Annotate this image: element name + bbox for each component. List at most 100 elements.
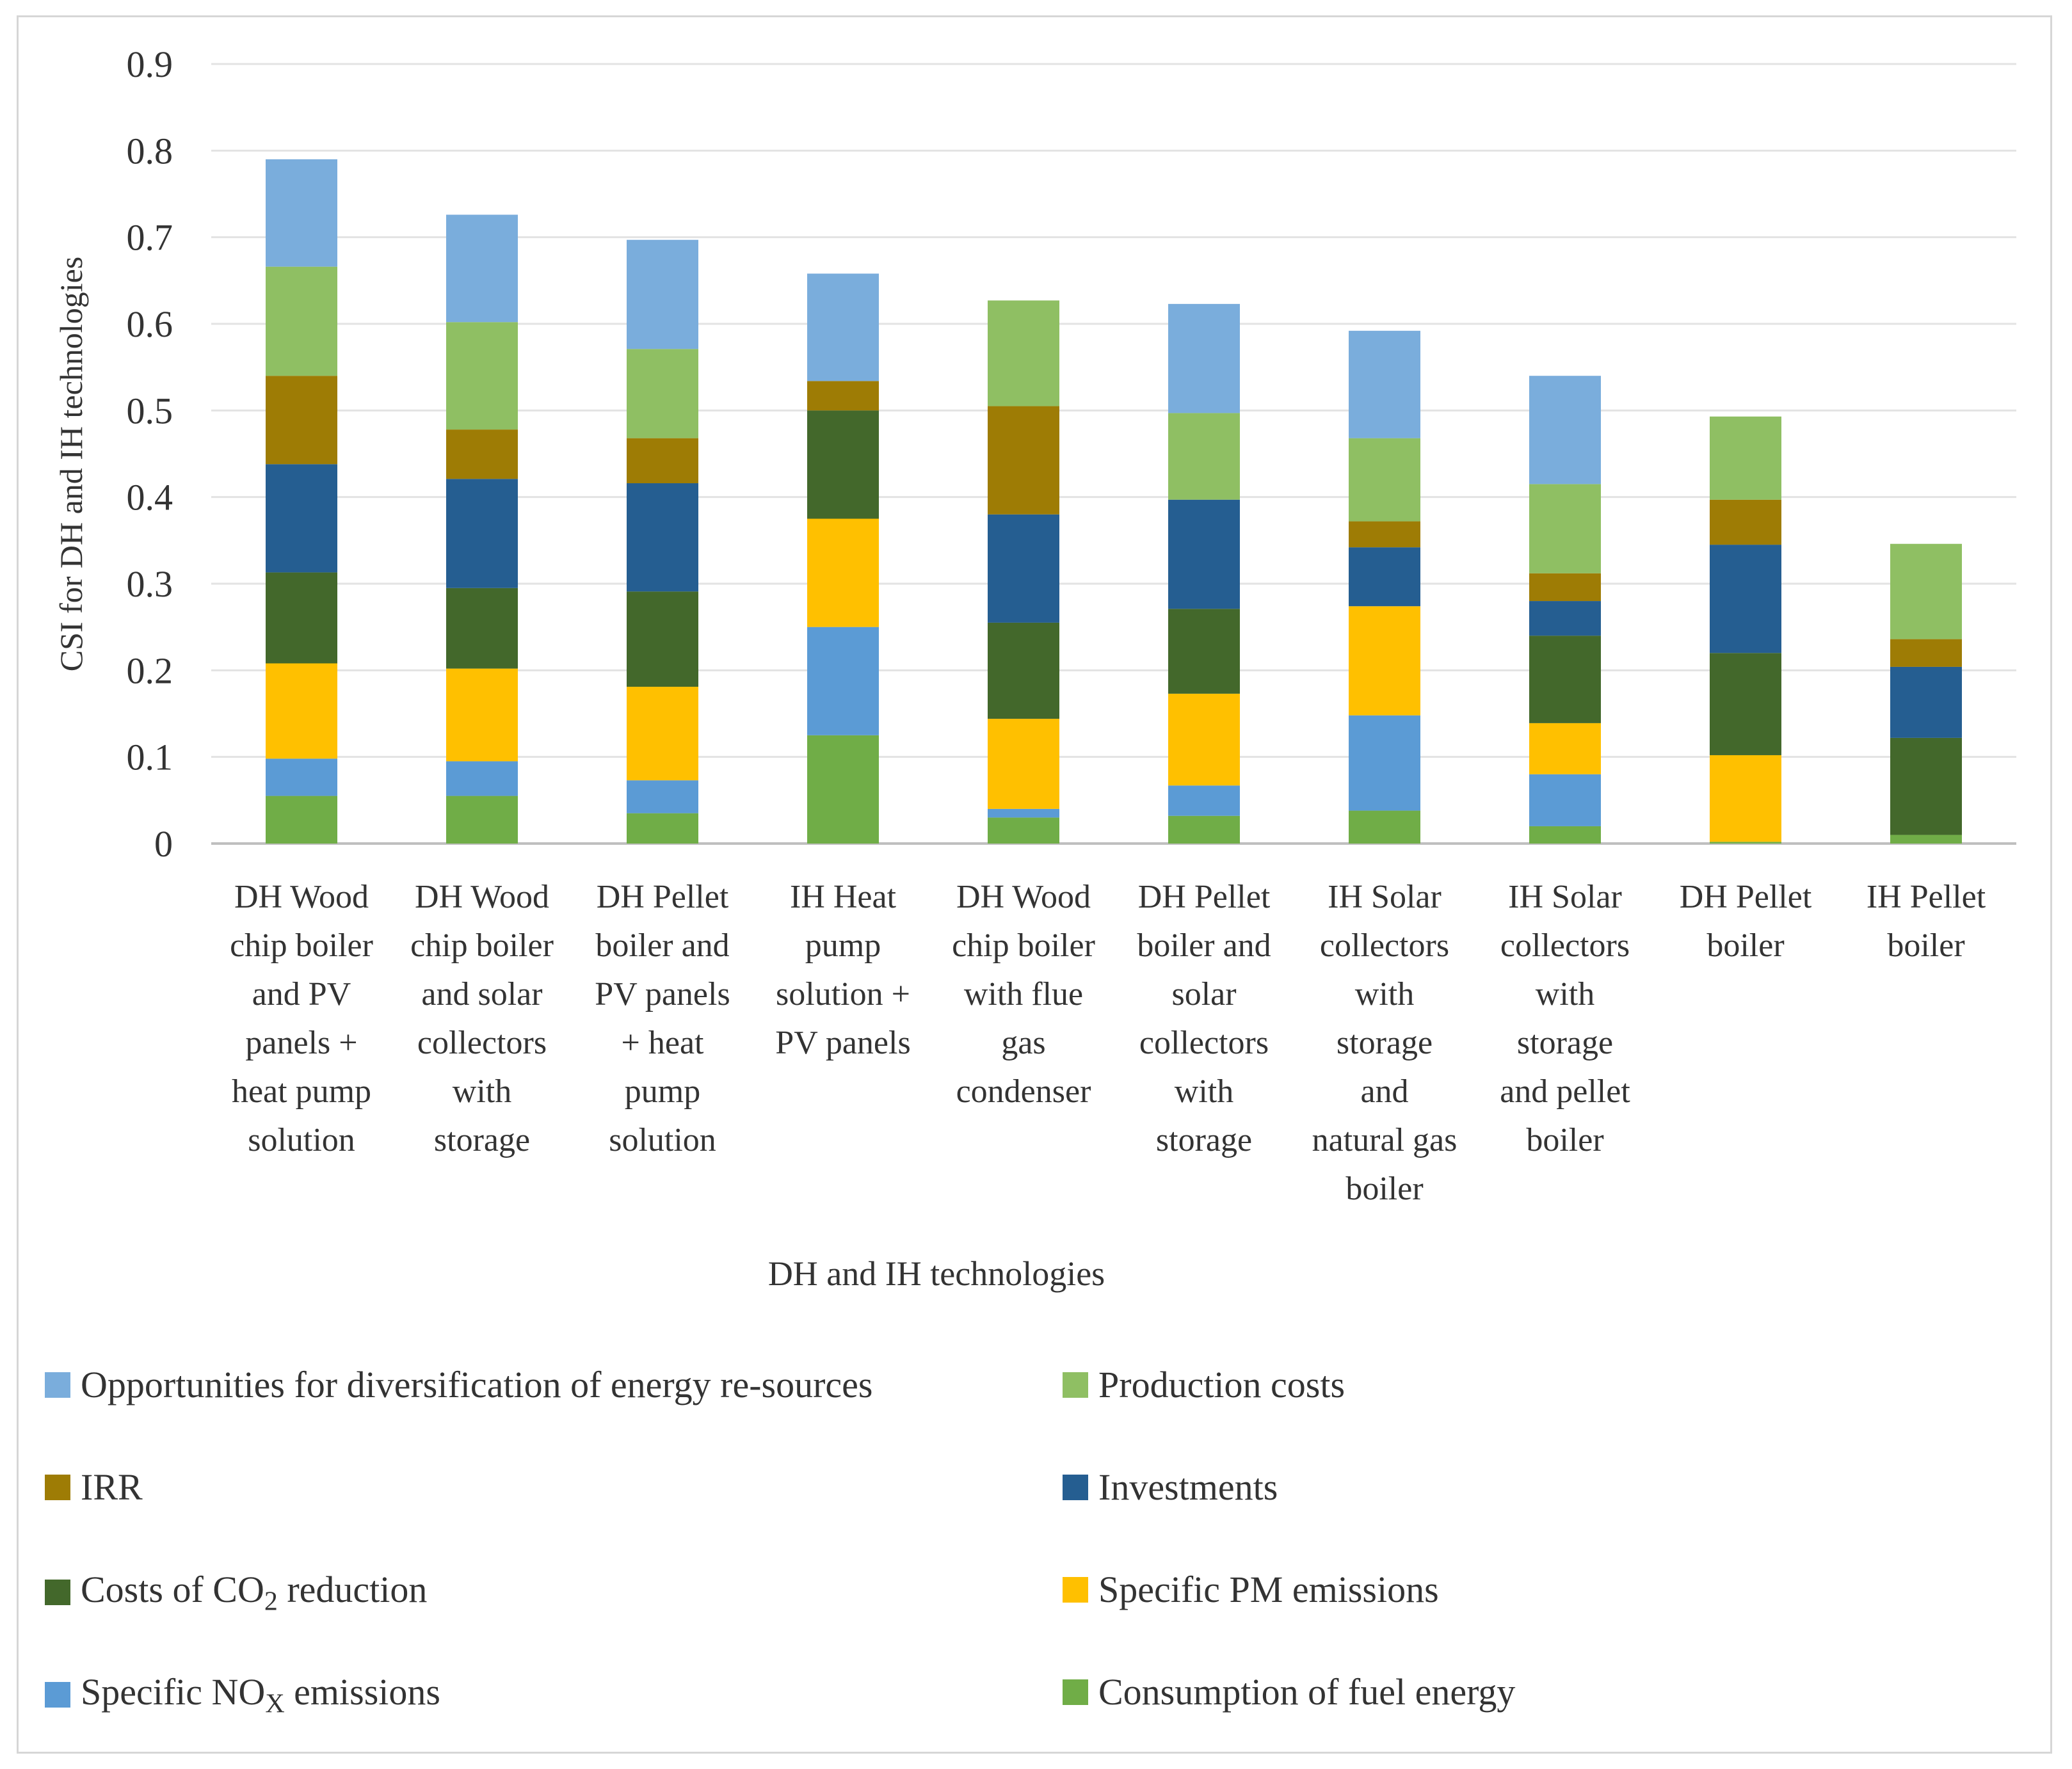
- bar-segment: [1168, 303, 1240, 413]
- y-axis-title: CSI for DH and IH technologies: [53, 257, 89, 672]
- category-label: IH Solar collectors with storage and natural …: [1312, 879, 1458, 1207]
- bar-segment: [1349, 715, 1420, 811]
- bar-segment: [627, 438, 698, 484]
- y-tick-label: 0.3: [127, 563, 173, 605]
- bar-segment: [446, 588, 518, 669]
- bar-segment: [1168, 499, 1240, 609]
- bar-segment: [1890, 543, 1962, 639]
- bar-segment: [266, 464, 337, 573]
- bar-segment: [1529, 573, 1601, 602]
- legend-item: Opportunities for diversification of ene…: [45, 1363, 872, 1406]
- legend-swatch: [1063, 1372, 1088, 1398]
- bar-segment: [807, 273, 879, 381]
- bar-segment: [1710, 842, 1781, 844]
- stacked-bar-chart: 0 0.1 0.2 0.3 0.4 0.5 0.6 0.7 0.8 0.9 DH Wood chip…: [53, 44, 2016, 1293]
- bar-segment: [988, 808, 1059, 818]
- bar-segment: [1349, 547, 1420, 607]
- bar-segment: [446, 479, 518, 588]
- bar-segment: [1710, 499, 1781, 545]
- bar-segment: [988, 719, 1059, 809]
- bar-segment: [446, 322, 518, 430]
- bar-segment: [988, 817, 1059, 844]
- bar-segment: [627, 687, 698, 781]
- bar-segment: [807, 518, 879, 627]
- bar-segment: [1529, 826, 1601, 844]
- bar-segment: [1168, 413, 1240, 500]
- category-label: DH Pellet boiler: [1680, 879, 1812, 964]
- legend-item: Costs of CO2 reduction: [45, 1568, 427, 1617]
- bar-segment: [1890, 835, 1962, 844]
- bar-segment: [627, 780, 698, 813]
- legend-item: Investments: [1063, 1466, 1278, 1509]
- legend-swatch: [45, 1580, 70, 1606]
- legend-swatch: [45, 1682, 70, 1708]
- bar-segment: [1168, 693, 1240, 786]
- bar-segment: [627, 591, 698, 687]
- bar-segment: [1890, 737, 1962, 835]
- category-label: IH Heat pump solution + PV panels: [775, 879, 910, 1061]
- bar-segment: [266, 663, 337, 759]
- bar-segment: [1168, 785, 1240, 816]
- category-label: IH Pellet boiler: [1867, 879, 1986, 964]
- legend-label: Specific PM emissions: [1098, 1569, 1439, 1610]
- bar-segment: [1890, 666, 1962, 738]
- bar-segment: [807, 735, 879, 844]
- bar-segment: [446, 668, 518, 762]
- figure-frame: [17, 15, 2052, 1754]
- category-label: DH Wood chip boiler and PV panels + heat pum…: [230, 879, 373, 1158]
- category-label: DH Pellet boiler and solar collectors with st…: [1137, 879, 1271, 1158]
- bar-segment: [266, 796, 337, 844]
- y-tick-label: 0.5: [127, 390, 173, 431]
- y-tick-label: 0.1: [127, 737, 173, 778]
- bar-segment: [1168, 609, 1240, 694]
- bar-segment: [1710, 653, 1781, 755]
- category-label: DH Pellet boiler and PV panels + heat pump so…: [595, 879, 730, 1158]
- legend-item: Production costs: [1063, 1363, 1345, 1406]
- legend-label: IRR: [81, 1466, 143, 1508]
- bar-segment: [1349, 810, 1420, 844]
- bar-segment: [266, 758, 337, 796]
- legend-label: Specific NOX emissions: [81, 1671, 440, 1719]
- bar-segment: [807, 410, 879, 519]
- legend-label: Consumption of fuel energy: [1098, 1671, 1516, 1713]
- bar-segment: [266, 159, 337, 267]
- bar-segment: [807, 627, 879, 735]
- legend-swatch: [1063, 1474, 1088, 1500]
- bar-segment: [988, 406, 1059, 515]
- bar-segment: [1529, 376, 1601, 484]
- legend-label: Investments: [1098, 1466, 1278, 1508]
- bar-segment: [1349, 606, 1420, 716]
- y-tick-label: 0.6: [127, 303, 173, 345]
- bar-segment: [1529, 484, 1601, 573]
- legend-label: Production costs: [1098, 1364, 1345, 1405]
- legend-item: Specific PM emissions: [1063, 1568, 1439, 1611]
- bar-segment: [627, 813, 698, 844]
- legend-swatch: [45, 1372, 70, 1398]
- bar-segment: [1168, 815, 1240, 844]
- legend-item: Consumption of fuel energy: [1063, 1670, 1515, 1713]
- bar-segment: [1710, 545, 1781, 653]
- y-tick-label: 0.8: [127, 130, 173, 172]
- legend-label: Costs of CO2 reduction: [81, 1569, 428, 1617]
- bar-segment: [988, 622, 1059, 719]
- y-tick-label: 0: [154, 823, 173, 865]
- x-axis-title: DH and IH technologies: [768, 1254, 1105, 1293]
- bar-segment: [446, 429, 518, 479]
- legend: Opportunities for diversification of ene…: [45, 1344, 2016, 1728]
- y-tick-label: 0.9: [127, 44, 173, 85]
- bar-segment: [1349, 521, 1420, 548]
- bars: [266, 159, 1962, 844]
- bar-segment: [446, 214, 518, 323]
- bar-segment: [988, 300, 1059, 406]
- bar-segment: [266, 572, 337, 664]
- y-tick-labels: 0 0.1 0.2 0.3 0.4 0.5 0.6 0.7 0.8 0.9: [127, 44, 173, 865]
- bar-segment: [1890, 639, 1962, 667]
- y-tick-label: 0.2: [127, 650, 173, 691]
- bar-segment: [266, 266, 337, 376]
- bar-segment: [627, 349, 698, 438]
- legend-label: Opportunities for diversification of ene…: [81, 1364, 873, 1405]
- category-label: IH Solar collectors with storage and pellet b…: [1500, 879, 1630, 1158]
- y-tick-label: 0.7: [127, 217, 173, 259]
- legend-swatch: [1063, 1576, 1088, 1603]
- category-label: DH Wood chip boiler with flue gas condenser: [952, 879, 1095, 1110]
